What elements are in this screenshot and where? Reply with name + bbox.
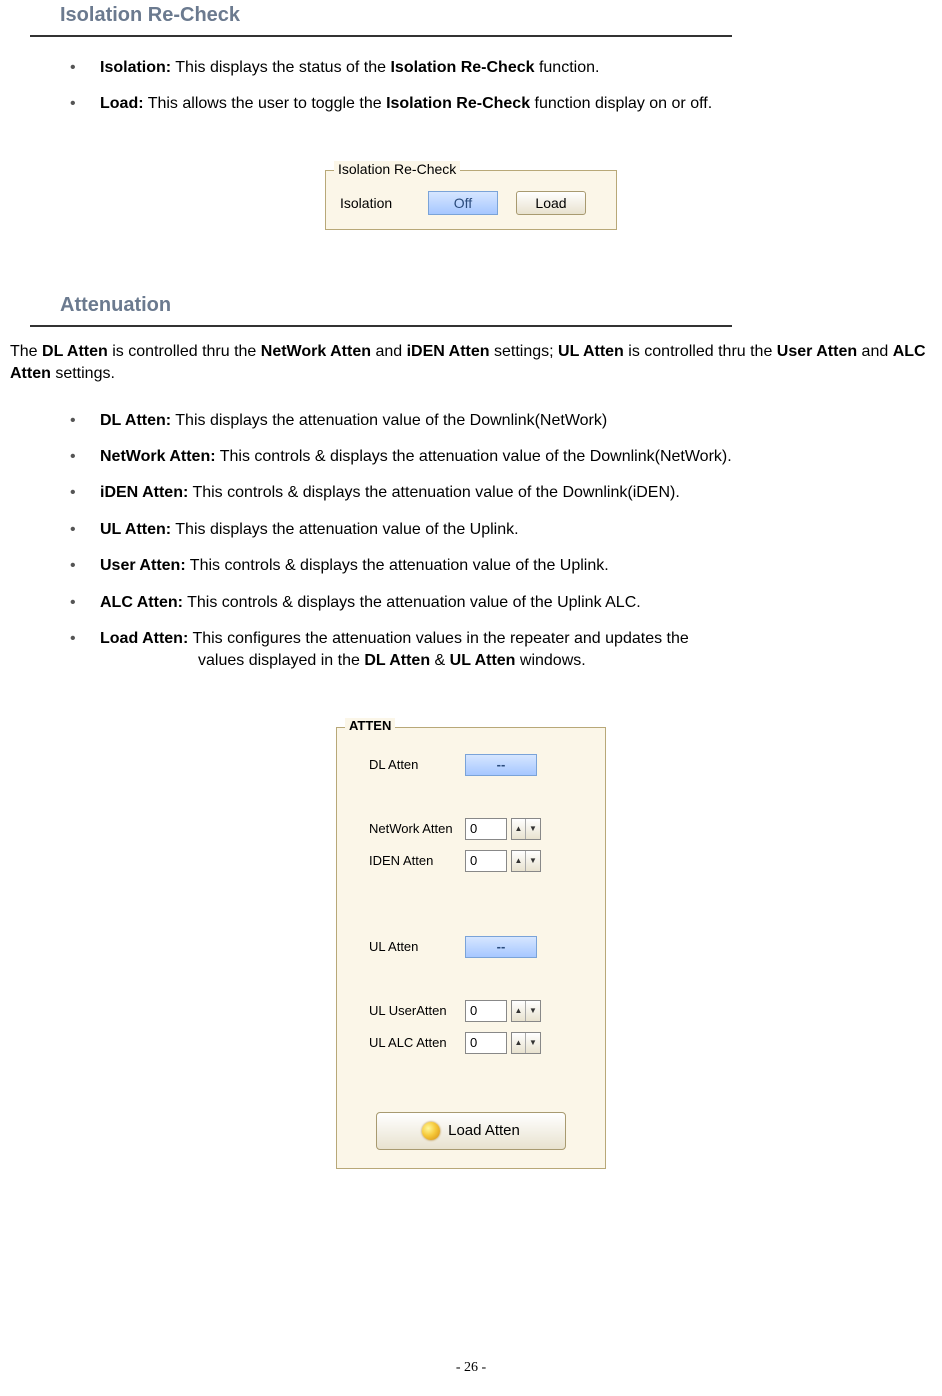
load-atten-button-label: Load Atten bbox=[448, 1122, 520, 1139]
ul-alc-atten-spin-up[interactable]: ▲ bbox=[512, 1033, 526, 1053]
isolation-field-label: Isolation bbox=[340, 195, 410, 211]
network-atten-input[interactable] bbox=[465, 818, 507, 840]
bullet-ul-atten: UL Atten: This displays the attenuation … bbox=[70, 519, 932, 541]
isolation-recheck-panel: Isolation Re-Check Isolation Off Load bbox=[325, 170, 617, 230]
iden-atten-input[interactable] bbox=[465, 850, 507, 872]
bullet-text: This displays the status of the bbox=[171, 59, 390, 76]
iden-atten-label: IDEN Atten bbox=[355, 853, 465, 868]
ul-alc-atten-label: UL ALC Atten bbox=[355, 1035, 465, 1050]
ul-user-atten-spin-down[interactable]: ▼ bbox=[526, 1001, 540, 1021]
dl-atten-display: -- bbox=[465, 754, 537, 776]
network-atten-label: NetWork Atten bbox=[355, 821, 465, 836]
bullet-label: Load: bbox=[100, 95, 144, 112]
bullet-text: function. bbox=[535, 59, 600, 76]
iden-atten-spin-down[interactable]: ▼ bbox=[526, 851, 540, 871]
isolation-value-display: Off bbox=[428, 191, 498, 215]
attenuation-bullet-list: DL Atten: This displays the attenuation … bbox=[10, 390, 932, 697]
bullet-network-atten: NetWork Atten: This controls & displays … bbox=[70, 446, 932, 468]
bullet-isolation: Isolation: This displays the status of t… bbox=[70, 57, 932, 79]
ul-alc-atten-input[interactable] bbox=[465, 1032, 507, 1054]
page-number: - 26 - bbox=[0, 1360, 942, 1376]
bullet-label: DL Atten: bbox=[100, 412, 171, 429]
bullet-label: ALC Atten: bbox=[100, 594, 183, 611]
isolation-panel-legend: Isolation Re-Check bbox=[334, 161, 460, 177]
text-bold: NetWork Atten bbox=[261, 343, 371, 360]
bullet-text: This displays the attenuation value of t… bbox=[171, 521, 518, 538]
text-bold: User Atten bbox=[777, 343, 857, 360]
ul-user-atten-spin-up[interactable]: ▲ bbox=[512, 1001, 526, 1021]
bullet-dl-atten: DL Atten: This displays the attenuation … bbox=[70, 410, 932, 432]
text-bold: DL Atten bbox=[364, 652, 430, 669]
text: is controlled thru the bbox=[624, 343, 777, 360]
bullet-label: UL Atten: bbox=[100, 521, 171, 538]
text: windows. bbox=[515, 652, 585, 669]
text: is controlled thru the bbox=[108, 343, 261, 360]
text: settings. bbox=[51, 365, 115, 382]
atten-panel: ATTEN DL Atten -- NetWork Atten ▲ ▼ IDEN… bbox=[336, 727, 606, 1169]
bullet-text: This controls & displays the attenuation… bbox=[186, 557, 609, 574]
isolation-load-button[interactable]: Load bbox=[516, 191, 586, 215]
bullet-text: This controls & displays the attenuation… bbox=[183, 594, 641, 611]
sun-icon bbox=[422, 1122, 440, 1140]
dl-atten-label: DL Atten bbox=[355, 757, 465, 772]
isolation-bullet-list: Isolation: This displays the status of t… bbox=[10, 37, 932, 140]
ul-user-atten-label: UL UserAtten bbox=[355, 1003, 465, 1018]
text-bold: iDEN Atten bbox=[407, 343, 490, 360]
text: settings; bbox=[490, 343, 558, 360]
text: and bbox=[371, 343, 407, 360]
bullet-label: Isolation: bbox=[100, 59, 171, 76]
text-bold: UL Atten bbox=[558, 343, 624, 360]
ul-user-atten-input[interactable] bbox=[465, 1000, 507, 1022]
ul-atten-label: UL Atten bbox=[355, 939, 465, 954]
network-atten-spin-down[interactable]: ▼ bbox=[526, 819, 540, 839]
text-bold: UL Atten bbox=[450, 652, 516, 669]
atten-panel-legend: ATTEN bbox=[345, 718, 395, 733]
bullet-user-atten: User Atten: This controls & displays the… bbox=[70, 555, 932, 577]
bullet-text: This configures the attenuation values i… bbox=[188, 630, 689, 647]
bullet-label: User Atten: bbox=[100, 557, 186, 574]
bullet-iden-atten: iDEN Atten: This controls & displays the… bbox=[70, 482, 932, 504]
bullet-alc-atten: ALC Atten: This controls & displays the … bbox=[70, 592, 932, 614]
bullet-text: This controls & displays the attenuation… bbox=[188, 484, 680, 501]
load-atten-button[interactable]: Load Atten bbox=[376, 1112, 566, 1150]
ul-atten-display: -- bbox=[465, 936, 537, 958]
ul-alc-atten-spin-down[interactable]: ▼ bbox=[526, 1033, 540, 1053]
text-bold: DL Atten bbox=[42, 343, 108, 360]
attenuation-intro: The DL Atten is controlled thru the NetW… bbox=[10, 327, 932, 390]
bullet-label: iDEN Atten: bbox=[100, 484, 188, 501]
bullet-text-cont: values displayed in the DL Atten & UL At… bbox=[100, 652, 586, 669]
bullet-text: This displays the attenuation value of t… bbox=[171, 412, 607, 429]
isolation-recheck-heading: Isolation Re-Check bbox=[30, 0, 732, 37]
text: and bbox=[857, 343, 893, 360]
bullet-load-atten: Load Atten: This configures the attenuat… bbox=[70, 628, 932, 673]
text: values displayed in the bbox=[198, 652, 364, 669]
attenuation-heading: Attenuation bbox=[30, 290, 732, 327]
bullet-load: Load: This allows the user to toggle the… bbox=[70, 93, 932, 115]
bullet-bold: Isolation Re-Check bbox=[390, 59, 534, 76]
bullet-text: This controls & displays the attenuation… bbox=[216, 448, 732, 465]
bullet-label: Load Atten: bbox=[100, 630, 188, 647]
bullet-label: NetWork Atten: bbox=[100, 448, 216, 465]
iden-atten-spin-up[interactable]: ▲ bbox=[512, 851, 526, 871]
network-atten-spin-up[interactable]: ▲ bbox=[512, 819, 526, 839]
bullet-text: function display on or off. bbox=[530, 95, 712, 112]
bullet-text: This allows the user to toggle the bbox=[144, 95, 387, 112]
text: The bbox=[10, 343, 42, 360]
bullet-bold: Isolation Re-Check bbox=[386, 95, 530, 112]
text: & bbox=[430, 652, 450, 669]
